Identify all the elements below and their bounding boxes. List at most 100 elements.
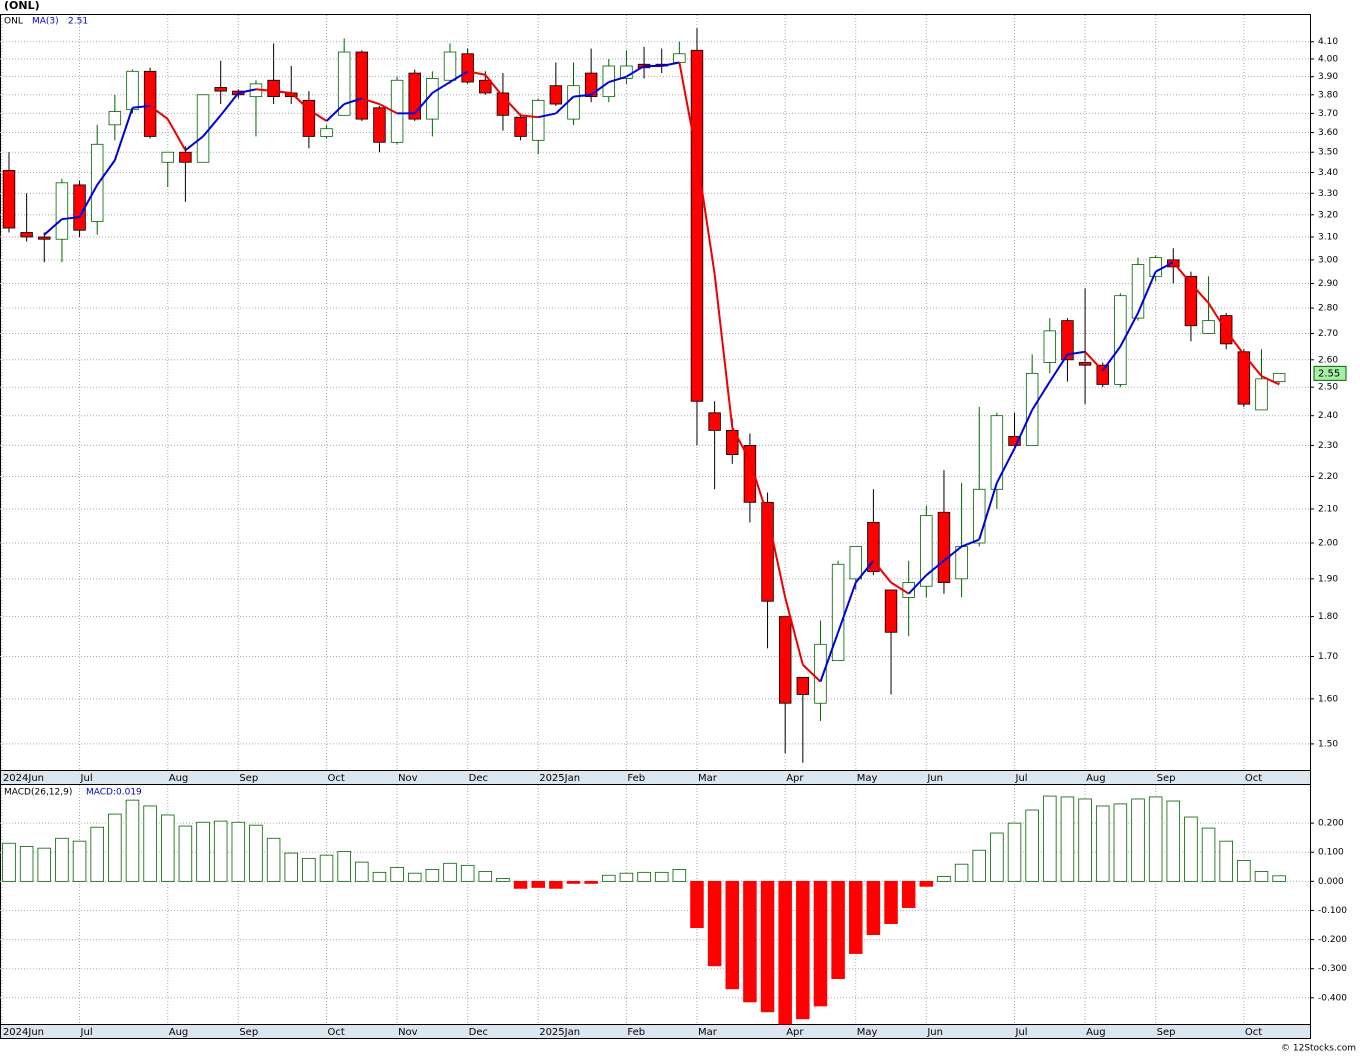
price-panel	[0, 14, 1311, 771]
ma-segment	[520, 114, 539, 119]
ma-segment	[61, 215, 80, 221]
ma-segment	[413, 92, 434, 115]
macd-bar	[319, 854, 334, 882]
candle-body	[831, 563, 845, 662]
candle-body	[214, 87, 227, 92]
x-tick-label: Aug	[1086, 773, 1106, 784]
y-tick-label: 2.50	[1318, 383, 1338, 393]
ma-segment	[538, 112, 557, 119]
y-tick-label: 3.80	[1318, 90, 1338, 100]
macd-bar	[531, 880, 545, 888]
macd-bar	[1148, 796, 1163, 882]
x-tick-label: Sep	[1157, 773, 1176, 784]
y-tick-label: 2.70	[1318, 329, 1338, 339]
candle-body	[1202, 320, 1215, 334]
macd-bar	[937, 876, 951, 882]
last-price-label: 2.55	[1318, 368, 1340, 379]
x-tick-label: Aug	[1086, 1027, 1106, 1038]
macd-bar	[37, 847, 52, 882]
y-tick-label: -0.400	[1318, 993, 1347, 1003]
y-tick-label: 0.100	[1318, 848, 1344, 858]
macd-bar	[690, 880, 704, 929]
macd-bar	[302, 857, 316, 882]
candle-body	[531, 99, 545, 141]
y-tick-label: 2.90	[1318, 279, 1338, 289]
candle-body	[1008, 435, 1021, 446]
legend-macd-value: MACD:0.019	[86, 788, 142, 798]
ma-segment	[1172, 261, 1192, 285]
x-tick-label: Jul	[1015, 1027, 1028, 1038]
ma-segment	[961, 538, 980, 548]
date-band	[0, 770, 1311, 785]
chart-title: (ONL)	[4, 0, 40, 12]
ma-segment	[625, 65, 645, 78]
macd-bar	[813, 880, 828, 1007]
macd-bar	[125, 799, 140, 882]
candle-body	[796, 676, 810, 695]
ma-segment	[608, 75, 627, 84]
ma-segment	[907, 574, 928, 595]
x-tick-label: Oct	[1245, 773, 1262, 784]
candle-body	[161, 151, 174, 163]
legend-ma: MA(3)	[32, 17, 59, 27]
y-tick-label: 3.00	[1318, 255, 1338, 265]
ma-segment	[766, 515, 787, 598]
ma-segment	[96, 159, 116, 186]
macd-bar	[1113, 803, 1128, 882]
ma-segment	[802, 664, 822, 683]
candle-body	[443, 51, 457, 81]
macd-bar	[1237, 859, 1251, 882]
candle-body	[479, 79, 492, 94]
candle-body	[196, 94, 210, 163]
legend-ticker: ONL	[4, 17, 23, 27]
x-tick-label: 2025Jan	[539, 1027, 580, 1038]
ma-segment	[343, 97, 363, 105]
macd-bar	[1078, 798, 1092, 882]
x-tick-label: Feb	[627, 773, 645, 784]
macd-bar	[831, 880, 845, 979]
candle-body	[549, 85, 563, 105]
x-tick-label: Aug	[169, 773, 189, 784]
macd-bar	[284, 852, 298, 882]
x-tick-label: Oct	[1245, 1027, 1262, 1038]
candle-body	[1255, 378, 1268, 411]
candle-body	[2, 170, 16, 229]
x-tick-label: Feb	[627, 1027, 645, 1038]
y-tick-label: 3.90	[1318, 72, 1338, 82]
ma-segment	[590, 81, 610, 96]
candle-body	[1043, 330, 1057, 363]
macd-bar	[72, 840, 87, 882]
macd-bar	[143, 805, 157, 882]
candle-body	[584, 72, 598, 98]
ma-segment	[202, 114, 222, 138]
macd-bar	[566, 880, 581, 884]
candle-body	[778, 616, 792, 704]
ma-segment	[1207, 302, 1228, 332]
y-tick-label: 1.90	[1318, 574, 1338, 584]
ma-segment	[1067, 350, 1086, 356]
macd-bar	[460, 864, 475, 882]
ma-segment	[273, 90, 292, 94]
ma-segment	[219, 92, 240, 116]
x-tick-label: Jul	[80, 773, 93, 784]
y-tick-label: 3.60	[1318, 128, 1338, 138]
candle-body	[690, 49, 704, 402]
ma-segment	[166, 118, 187, 151]
macd-bar	[19, 846, 34, 882]
ma-segment	[1155, 261, 1174, 273]
ma-segment	[431, 81, 451, 94]
candle-body	[1131, 264, 1145, 319]
x-tick-label: May	[857, 773, 878, 784]
x-tick-label: Jul	[80, 1027, 93, 1038]
ma-segment	[325, 103, 345, 122]
macd-bar	[1095, 805, 1110, 882]
ma-segment	[132, 104, 151, 109]
macd-bar	[725, 880, 740, 990]
macd-bar	[90, 826, 104, 882]
macd-bar	[513, 880, 528, 889]
ma-segment	[184, 135, 204, 152]
candle-body	[743, 445, 757, 503]
candle-body	[267, 79, 280, 98]
ma-segment	[837, 582, 857, 633]
macd-bar	[1043, 795, 1057, 882]
